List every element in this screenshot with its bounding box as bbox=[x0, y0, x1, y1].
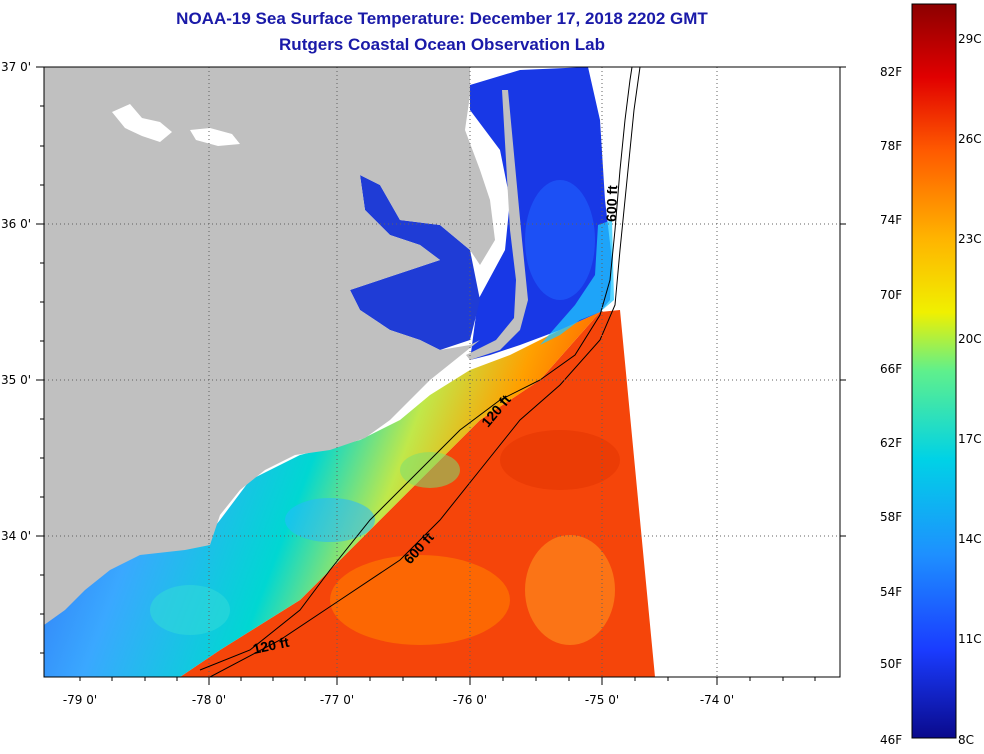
colorbar-c-label: 23C bbox=[958, 232, 982, 246]
colorbar-c-label: 11C bbox=[958, 632, 982, 646]
colorbar-f-label: 62F bbox=[880, 436, 902, 450]
sst-patch bbox=[150, 585, 230, 635]
outer-banks bbox=[466, 90, 528, 360]
colorbar-c-label: 17C bbox=[958, 432, 982, 446]
colorbar-f-label: 46F bbox=[880, 733, 902, 747]
colorbar-c-label: 20C bbox=[958, 332, 982, 346]
graticule bbox=[44, 67, 840, 677]
colorbar-f-label: 66F bbox=[880, 362, 902, 376]
lake bbox=[190, 128, 240, 146]
lat-label: 37 0' bbox=[1, 60, 31, 74]
colorbar-f-label: 50F bbox=[880, 657, 902, 671]
colorbar-c-label: 8C bbox=[958, 733, 974, 747]
colorbar-f-label: 82F bbox=[880, 65, 902, 79]
map-subtitle: Rutgers Coastal Ocean Observation Lab bbox=[279, 35, 605, 54]
lake bbox=[112, 104, 172, 142]
colorbar-c-label: 26C bbox=[958, 132, 982, 146]
colorbar-f-label: 74F bbox=[880, 213, 902, 227]
lat-label: 35 0' bbox=[1, 373, 31, 387]
lon-label: -77 0' bbox=[320, 693, 354, 707]
colorbar-f-label: 70F bbox=[880, 288, 902, 302]
sst-patch bbox=[330, 555, 510, 645]
lon-label: -76 0' bbox=[453, 693, 487, 707]
lon-label: -78 0' bbox=[192, 693, 226, 707]
land-mass bbox=[44, 67, 495, 625]
lon-label: -79 0' bbox=[63, 693, 97, 707]
pamlico-sound bbox=[350, 175, 480, 350]
colorbar-f-label: 58F bbox=[880, 510, 902, 524]
colorbar-c-label: 14C bbox=[958, 532, 982, 546]
map-frame bbox=[43, 66, 841, 678]
map-title: NOAA-19 Sea Surface Temperature: Decembe… bbox=[176, 9, 708, 28]
sst-patch bbox=[525, 535, 615, 645]
sst-patch bbox=[525, 180, 595, 300]
lon-label: -75 0' bbox=[585, 693, 619, 707]
sst-patch bbox=[400, 452, 460, 488]
lat-label: 36 0' bbox=[1, 217, 31, 231]
axis-ticks bbox=[36, 66, 846, 685]
contour-label-120ft-south: 120 ft bbox=[251, 634, 290, 657]
contour-600ft bbox=[209, 67, 641, 677]
lat-label: 34 0' bbox=[1, 529, 31, 543]
sst-patch bbox=[540, 220, 614, 345]
colorbar-f-label: 78F bbox=[880, 139, 902, 153]
sst-patch bbox=[285, 498, 375, 542]
colorbar-c-label: 29C bbox=[958, 32, 982, 46]
sst-patch bbox=[500, 430, 620, 490]
colorbar bbox=[911, 3, 957, 739]
colorbar-f-label: 54F bbox=[880, 585, 902, 599]
contour-label-600ft-north: 600 ft bbox=[603, 185, 620, 222]
lon-label: -74 0' bbox=[700, 693, 734, 707]
